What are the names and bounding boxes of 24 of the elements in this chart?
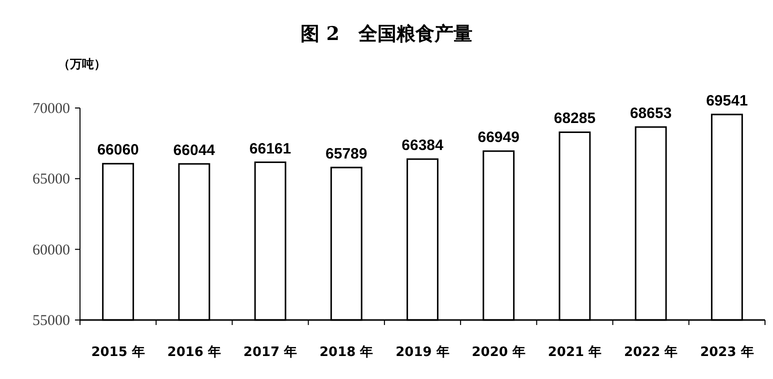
data-label: 66060: [97, 142, 139, 159]
data-label: 68285: [554, 110, 596, 128]
y-tick-label: 60000: [32, 242, 70, 258]
x-tick-label: 2019 年: [396, 345, 450, 360]
x-tick-label: 2020 年: [472, 345, 526, 360]
data-label: 69541: [706, 92, 748, 110]
y-axis-title: （万吨）: [58, 57, 106, 71]
x-tick-label: 2016 年: [167, 345, 222, 360]
x-tick-label: 2017 年: [243, 345, 298, 360]
y-tick-label: 55000: [32, 313, 70, 329]
x-tick-label: 2022 年: [624, 345, 678, 360]
data-label: 66949: [478, 129, 520, 146]
x-tick-label: 2021 年: [548, 345, 602, 360]
x-tick-label: 2015 年: [91, 345, 145, 360]
y-tick-label: 70000: [32, 101, 70, 117]
data-label: 66161: [249, 140, 292, 158]
chart-title: 图 2 全国粮食产量: [300, 23, 472, 45]
y-tick-label: 65000: [32, 172, 70, 188]
x-tick-label: 2023 年: [700, 345, 754, 360]
data-label: 66044: [173, 142, 216, 159]
data-label: 65789: [326, 146, 368, 163]
x-tick-label: 2018 年: [320, 345, 374, 360]
data-label: 68653: [630, 105, 672, 122]
data-label: 66384: [402, 137, 444, 154]
